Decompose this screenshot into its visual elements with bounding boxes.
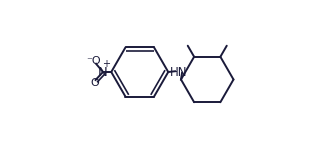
Text: O: O: [90, 78, 99, 88]
Text: ⁻O: ⁻O: [86, 56, 101, 66]
Text: HN: HN: [170, 66, 188, 78]
Text: N: N: [98, 66, 108, 78]
Text: +: +: [102, 59, 110, 69]
